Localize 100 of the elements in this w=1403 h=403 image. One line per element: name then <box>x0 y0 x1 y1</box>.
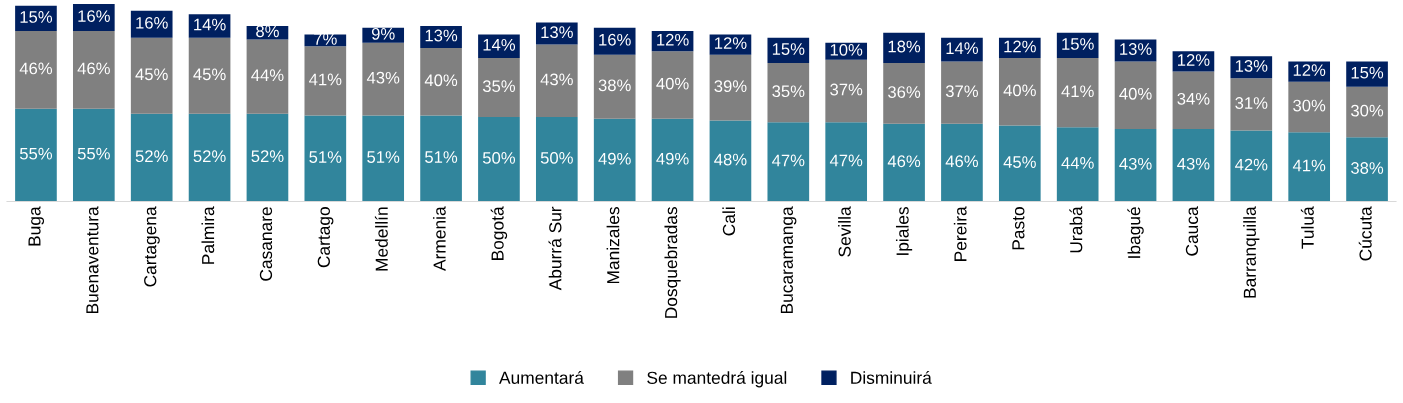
legend-label: Se mantedrá igual <box>647 370 787 388</box>
x-tick-label: Palmira <box>201 206 215 264</box>
bar <box>1172 128 1215 202</box>
bar <box>1114 128 1157 202</box>
x-tick-label: Tuluá <box>1300 206 1314 249</box>
data-label: 55% <box>19 147 53 160</box>
x-tick-label: Aburrá Sur <box>548 206 562 291</box>
data-label: 30% <box>1293 99 1326 112</box>
data-label: 41% <box>1061 85 1094 98</box>
data-label: 40% <box>656 77 689 90</box>
data-label: 38% <box>598 79 631 92</box>
data-label: 37% <box>945 85 979 98</box>
data-label: 43% <box>366 71 400 84</box>
x-tick-label: Cali <box>722 207 736 236</box>
data-label: 14% <box>194 18 226 31</box>
x-tick-label: Bogotá <box>490 206 508 260</box>
bar <box>304 46 347 116</box>
data-label: 47% <box>829 154 863 167</box>
bar <box>246 39 289 114</box>
bar <box>1346 86 1388 138</box>
data-label: 12% <box>715 37 747 49</box>
bar <box>883 123 925 202</box>
data-label: 35% <box>482 80 516 93</box>
bar <box>362 115 405 202</box>
data-label: 41% <box>1292 159 1326 172</box>
bar <box>535 117 578 202</box>
x-tick-label: Bucaramanga <box>780 206 797 314</box>
bar <box>15 108 57 202</box>
data-label: 12% <box>1178 54 1210 66</box>
data-label: 38% <box>1351 162 1384 174</box>
legend-label: Disminuirá <box>851 370 932 384</box>
data-label: 52% <box>135 150 168 163</box>
data-label: 47% <box>772 154 805 167</box>
bar <box>130 113 173 202</box>
data-label: 36% <box>888 86 921 98</box>
data-label: 35% <box>772 85 805 98</box>
data-label: 13% <box>1235 59 1268 72</box>
bar <box>941 123 983 202</box>
x-tick-label: Cauca <box>1185 206 1199 256</box>
data-label: 31% <box>1235 97 1268 109</box>
data-label: 46% <box>945 155 979 168</box>
bar <box>478 117 520 202</box>
bar <box>478 58 520 118</box>
data-label: 52% <box>251 150 284 163</box>
x-tick-label: Cartago <box>317 207 334 268</box>
data-label: 43% <box>1119 157 1152 170</box>
data-label: 13% <box>1120 43 1152 55</box>
bar <box>72 31 115 109</box>
bar <box>304 34 347 47</box>
x-tick-label: Pasto <box>1012 207 1025 250</box>
bar <box>72 108 115 202</box>
data-label: 12% <box>657 33 689 46</box>
data-label: 14% <box>946 42 979 55</box>
data-label: 46% <box>77 62 110 75</box>
data-label: 10% <box>830 43 863 56</box>
bar <box>593 27 636 55</box>
bar <box>1230 130 1273 202</box>
data-label: 40% <box>1119 87 1152 100</box>
x-tick-label: Sevilla <box>838 206 851 257</box>
bar <box>1288 61 1331 82</box>
bar <box>651 118 694 202</box>
bar <box>883 63 925 124</box>
bar <box>1056 58 1099 128</box>
bar <box>709 54 752 121</box>
data-label: 44% <box>1061 157 1094 169</box>
bar <box>246 113 289 202</box>
bar <box>188 113 231 202</box>
data-label: 43% <box>1177 157 1210 170</box>
data-label: 45% <box>1003 156 1036 168</box>
bar <box>15 31 57 109</box>
data-label: 44% <box>251 69 284 82</box>
bar <box>1172 71 1215 129</box>
bar <box>420 115 462 202</box>
x-tick-label: Ibagué <box>1127 207 1144 258</box>
bar <box>1346 137 1388 202</box>
x-tick-label: Cartagena <box>144 206 160 287</box>
data-label: 13% <box>541 26 573 39</box>
bar <box>651 51 694 119</box>
data-label: 50% <box>540 151 573 164</box>
data-label: 15% <box>1351 66 1384 79</box>
data-label: 16% <box>136 16 168 29</box>
x-tick-label: Armenia <box>432 206 446 271</box>
bar <box>1056 127 1099 202</box>
bar <box>941 61 983 124</box>
data-label: 37% <box>830 83 863 96</box>
data-label: 18% <box>888 40 921 53</box>
x-tick-label: Manizales <box>606 206 620 284</box>
data-label: 9% <box>371 27 395 40</box>
data-label: 49% <box>598 152 631 165</box>
data-label: 46% <box>19 62 53 75</box>
x-tick-label: Medellín <box>374 207 388 271</box>
bar <box>825 59 868 123</box>
x-tick-label: Casanare <box>259 207 273 281</box>
bar <box>304 115 347 202</box>
data-label: 40% <box>1003 84 1036 97</box>
bar <box>767 63 810 123</box>
data-label: 46% <box>887 155 921 168</box>
data-label: 12% <box>1293 64 1326 76</box>
data-label: 52% <box>193 150 226 163</box>
data-label: 45% <box>193 68 226 81</box>
